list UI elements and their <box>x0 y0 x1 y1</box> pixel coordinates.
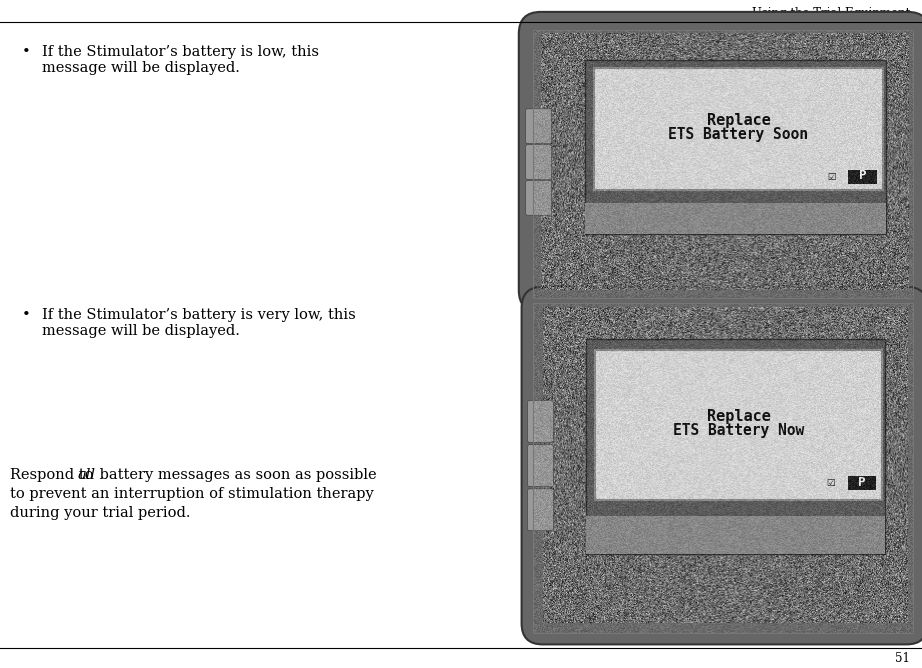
FancyBboxPatch shape <box>527 489 553 530</box>
Text: Replace: Replace <box>706 113 771 128</box>
Bar <box>585 59 886 234</box>
Text: Using the Trial Equipment: Using the Trial Equipment <box>751 7 910 19</box>
FancyBboxPatch shape <box>526 109 551 144</box>
Text: battery messages as soon as possible: battery messages as soon as possible <box>95 468 376 482</box>
Text: Respond to: Respond to <box>10 468 98 482</box>
FancyBboxPatch shape <box>522 287 922 645</box>
FancyBboxPatch shape <box>527 401 553 442</box>
Text: during your trial period.: during your trial period. <box>10 506 191 520</box>
Bar <box>596 350 882 500</box>
FancyBboxPatch shape <box>526 145 551 180</box>
FancyBboxPatch shape <box>519 12 922 312</box>
Text: message will be displayed.: message will be displayed. <box>42 324 240 338</box>
Bar <box>585 203 886 234</box>
Text: 51: 51 <box>895 653 910 665</box>
Text: •: • <box>22 308 30 322</box>
Bar <box>594 68 883 190</box>
Text: all: all <box>77 468 95 482</box>
Text: •: • <box>22 45 30 59</box>
Bar <box>586 516 885 554</box>
Text: ☑: ☑ <box>827 168 835 182</box>
Bar <box>533 303 913 633</box>
Bar <box>586 339 885 554</box>
Text: P: P <box>858 476 866 489</box>
Bar <box>533 303 913 633</box>
Text: If the Stimulator’s battery is very low, this: If the Stimulator’s battery is very low,… <box>42 308 356 322</box>
Text: Replace: Replace <box>707 409 771 424</box>
Bar <box>847 476 876 490</box>
FancyBboxPatch shape <box>527 445 553 486</box>
Text: message will be displayed.: message will be displayed. <box>42 61 240 75</box>
FancyBboxPatch shape <box>526 180 551 215</box>
Text: ☑: ☑ <box>826 476 834 489</box>
Text: ETS Battery Soon: ETS Battery Soon <box>668 127 809 142</box>
Text: ETS Battery Now: ETS Battery Now <box>673 424 804 438</box>
Text: If the Stimulator’s battery is low, this: If the Stimulator’s battery is low, this <box>42 45 319 59</box>
Bar <box>533 30 913 298</box>
Text: P: P <box>859 169 867 182</box>
Bar <box>848 170 878 184</box>
Bar <box>533 30 913 298</box>
Text: to prevent an interruption of stimulation therapy: to prevent an interruption of stimulatio… <box>10 487 373 501</box>
